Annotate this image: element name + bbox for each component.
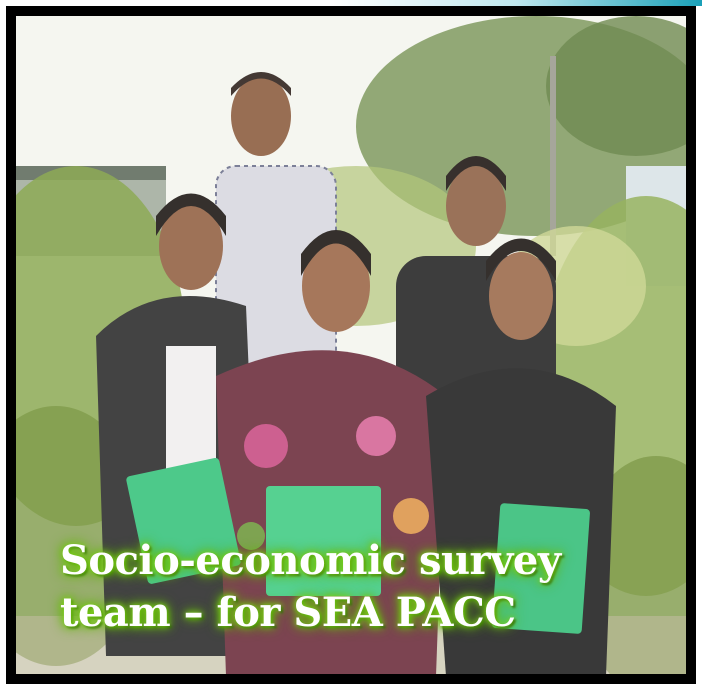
team-photo [16,16,686,674]
green-folder [126,457,241,584]
green-folder [266,486,381,596]
pole [550,56,556,256]
top-accent-bar [330,0,702,6]
caption-line-2: team – for SEA PACC [60,589,516,636]
caption-line-1: Socio-economic survey [60,537,561,584]
green-folder [491,503,590,634]
team-photo-illustration [16,16,686,674]
photo-caption: Socio-economic survey team – for SEA PAC… [60,535,620,639]
